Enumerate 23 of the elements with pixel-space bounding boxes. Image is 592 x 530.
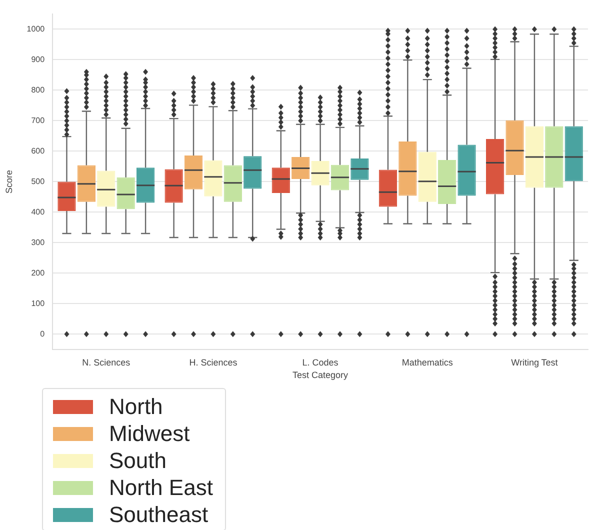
x-tick-label: Writing Test [511, 357, 558, 368]
y-tick-label: 300 [31, 238, 46, 247]
y-tick-label: 900 [31, 54, 46, 64]
x-axis-title: Test Category [292, 370, 349, 380]
x-tick-label: Mathematics [402, 357, 454, 368]
x-tick-label: N. Sciences [82, 357, 131, 368]
y-tick-label: 600 [31, 146, 46, 156]
legend-label: Southeast [109, 502, 208, 528]
legend-label: South [109, 448, 166, 474]
y-tick-label: 200 [31, 268, 46, 278]
y-tick-label: 0 [40, 329, 46, 338]
x-tick-label: L. Codes [302, 357, 339, 368]
y-tick-label: 700 [31, 116, 46, 125]
y-tick-label: 400 [31, 207, 46, 216]
legend-label: Midwest [109, 420, 190, 446]
legend-label: North East [109, 474, 213, 500]
y-tick-label: 1000 [26, 24, 46, 34]
y-tick-label: 800 [31, 85, 46, 94]
y-axis-title: Score [4, 170, 14, 194]
y-tick-label: 100 [31, 298, 46, 308]
y-tick-label: 500 [31, 176, 46, 186]
x-tick-label: H. Sciences [189, 357, 238, 368]
legend-label: North [109, 394, 163, 420]
